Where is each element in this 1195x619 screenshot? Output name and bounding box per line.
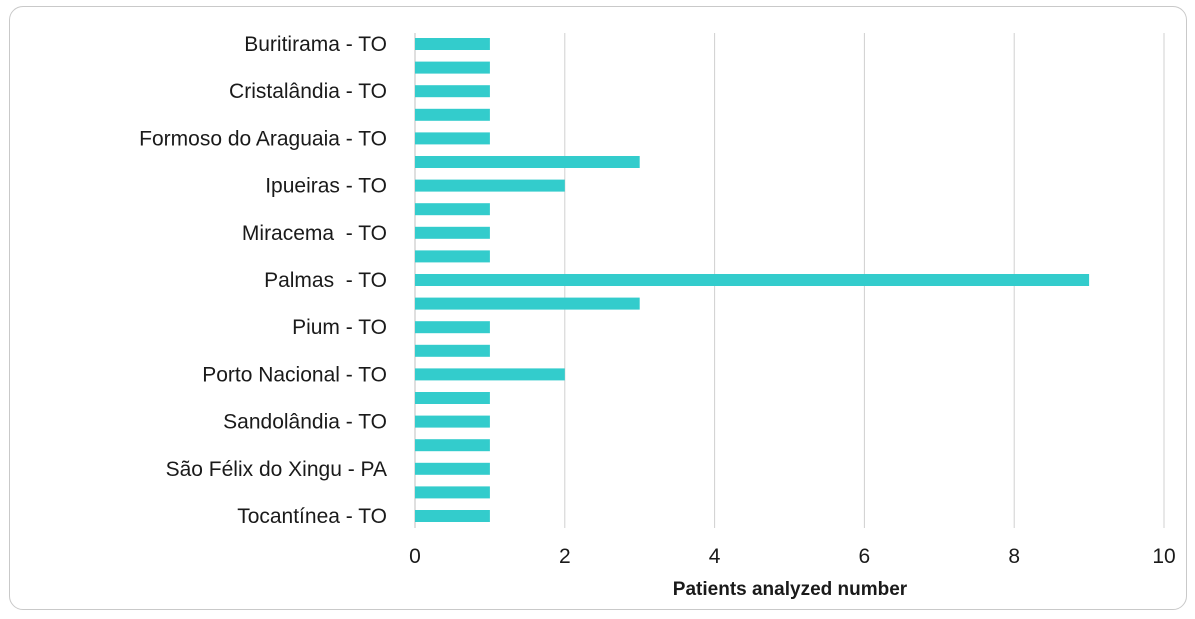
category-label: Buritirama - TO — [244, 33, 387, 56]
bar — [415, 203, 490, 216]
category-label: Porto Nacional - TO — [202, 363, 387, 386]
bar — [415, 392, 490, 404]
category-label: Formoso do Araguaia - TO — [139, 127, 387, 150]
category-label: Miracema - TO — [242, 222, 387, 245]
bar — [415, 321, 490, 334]
bar — [415, 250, 490, 263]
bar — [415, 108, 490, 121]
bar — [415, 38, 490, 50]
x-tick-label: 6 — [859, 545, 871, 568]
category-label: São Félix do Xingu - PA — [166, 458, 387, 481]
category-label: Palmas - TO — [264, 269, 387, 292]
x-tick-labels: 0 2 4 6 8 10 — [409, 545, 1176, 568]
bar — [415, 439, 490, 452]
bar — [415, 415, 490, 428]
x-tick-label: 4 — [709, 545, 721, 568]
category-label: Ipueiras - TO — [265, 175, 387, 198]
x-tick-label: 2 — [559, 545, 571, 568]
bar — [415, 61, 490, 74]
bar — [415, 179, 565, 192]
bar — [415, 462, 490, 475]
bar — [415, 344, 490, 357]
category-labels: Buritirama - TO Cristalândia - TO Formoso … — [139, 33, 387, 528]
bar — [415, 132, 490, 145]
bar — [415, 226, 490, 239]
bar — [415, 274, 1090, 286]
bar — [415, 368, 565, 381]
x-axis-title: Patients analyzed number — [673, 579, 908, 600]
category-label: Sandolândia - TO — [223, 411, 387, 434]
category-label: Pium - TO — [292, 316, 387, 339]
category-label: Cristalândia - TO — [229, 80, 387, 103]
bar — [415, 486, 490, 499]
x-tick-label: 8 — [1008, 545, 1020, 568]
x-tick-label: 10 — [1152, 545, 1175, 568]
bar — [415, 297, 640, 310]
bar — [415, 510, 490, 522]
bar — [415, 156, 640, 168]
category-label: Tocantínea - TO — [237, 505, 387, 528]
bar — [415, 85, 490, 98]
bars — [415, 38, 1090, 522]
x-tick-label: 0 — [409, 545, 421, 568]
